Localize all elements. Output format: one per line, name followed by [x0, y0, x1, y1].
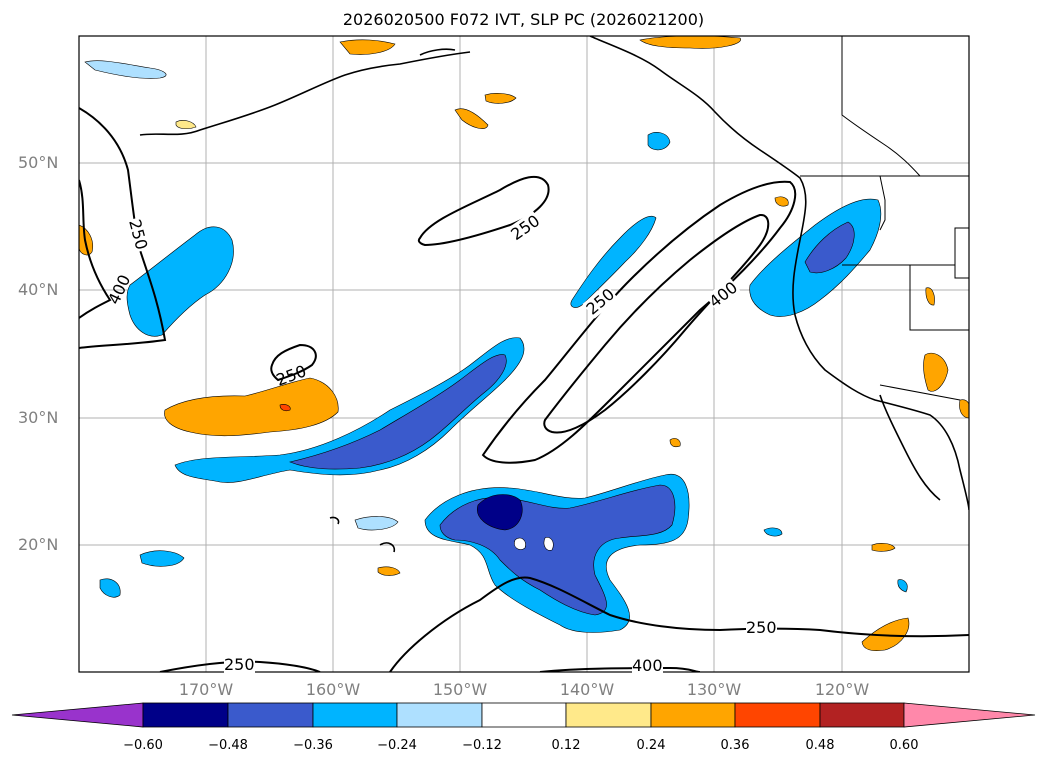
lon-label-160w: 160°W: [305, 680, 361, 699]
colorbar: [11, 702, 1036, 728]
colorbar-tick: 0.48: [805, 738, 835, 753]
ivt-positive-anomalies: [79, 36, 969, 652]
lat-label-50n: 50°N: [18, 153, 59, 172]
colorbar-tick: 0.24: [636, 738, 666, 753]
map-title: 2026020500 F072 IVT, SLP PC (2026021200): [342, 10, 705, 29]
colorbar-tick: 0.36: [720, 738, 750, 753]
ivt-negative-anomalies: [84, 60, 908, 633]
lon-label-130w: 130°W: [686, 680, 742, 699]
country-borders: [800, 36, 969, 401]
lat-label-30n: 30°N: [18, 408, 59, 427]
slp-contours: [79, 107, 969, 672]
lon-label-140w: 140°W: [559, 680, 615, 699]
colorbar-tick: −0.24: [377, 738, 417, 753]
colorbar-tick: 0.12: [551, 738, 581, 753]
lat-label-20n: 20°N: [18, 535, 59, 554]
contour-label: 400: [632, 656, 663, 675]
lon-label-170w: 170°W: [178, 680, 234, 699]
lon-label-120w: 120°W: [814, 680, 870, 699]
contour-label: 250: [224, 655, 255, 674]
lat-label-40n: 40°N: [18, 280, 59, 299]
colorbar-extend-low: [11, 702, 144, 728]
colorbar-extend-high: [903, 702, 1036, 728]
colorbar-tick: −0.48: [208, 738, 248, 753]
contour-label: 250: [746, 618, 777, 637]
colorbar-tick: −0.60: [123, 738, 163, 753]
lon-label-150w: 150°W: [432, 680, 488, 699]
colorbar-tick: −0.36: [293, 738, 333, 753]
map-frame: [78, 35, 970, 673]
colorbar-tick: 0.60: [889, 738, 919, 753]
coastlines: [139, 36, 969, 553]
colorbar-tick: −0.12: [462, 738, 502, 753]
